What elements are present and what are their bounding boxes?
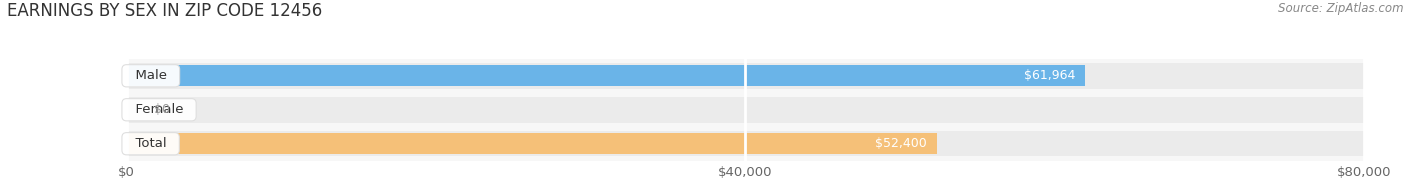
Text: Total: Total <box>127 137 174 150</box>
Bar <box>127 131 1364 156</box>
Text: Male: Male <box>127 69 174 82</box>
Text: $52,400: $52,400 <box>876 137 927 150</box>
Bar <box>127 97 1364 122</box>
Bar <box>127 63 1364 89</box>
Text: Female: Female <box>127 103 191 116</box>
Text: Source: ZipAtlas.com: Source: ZipAtlas.com <box>1278 2 1403 15</box>
Bar <box>127 133 936 154</box>
Bar <box>127 65 1085 86</box>
Text: $61,964: $61,964 <box>1024 69 1076 82</box>
Text: EARNINGS BY SEX IN ZIP CODE 12456: EARNINGS BY SEX IN ZIP CODE 12456 <box>7 2 322 20</box>
Text: $0: $0 <box>153 103 170 116</box>
